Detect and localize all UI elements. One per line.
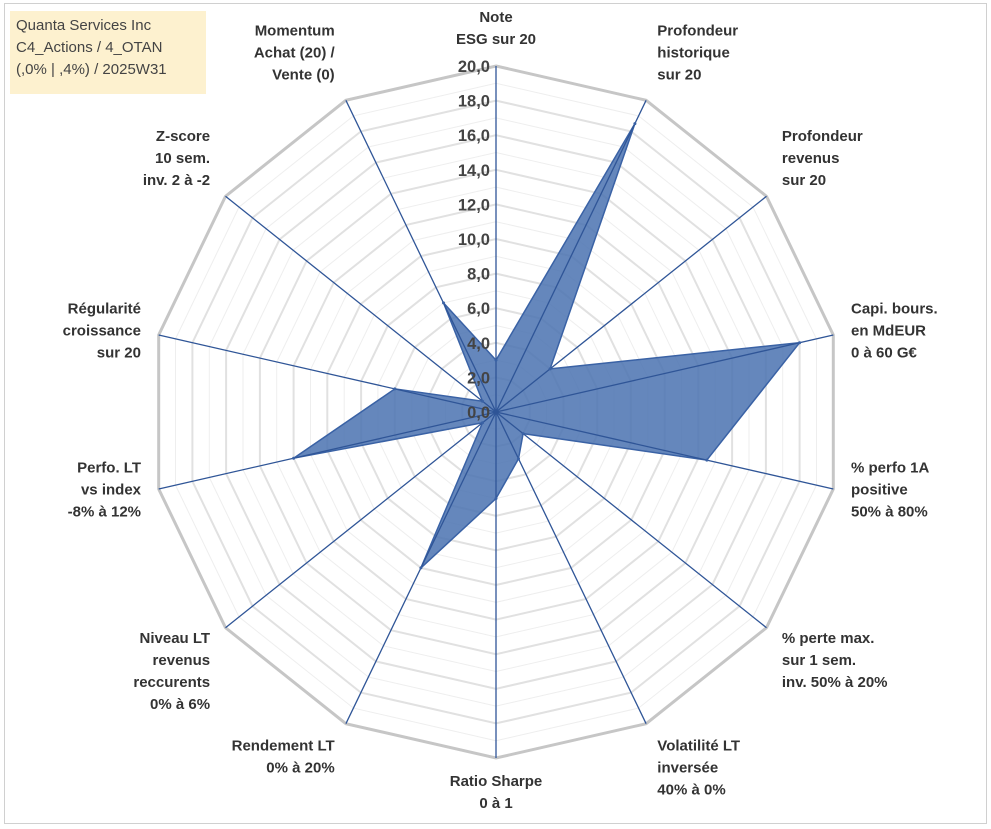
axis-spoke: [158, 411, 497, 490]
axis-label: 0 à 60 G€: [851, 344, 918, 361]
axis-label: positive: [851, 482, 908, 499]
axis-spoke: [495, 195, 767, 413]
axis-label: % perfo 1A: [851, 460, 930, 477]
axis-spoke: [158, 334, 497, 413]
axis-label: inversée: [657, 760, 718, 777]
axis-label: revenus: [153, 652, 211, 669]
axis-label: sur 20: [97, 344, 141, 361]
axis-label: Niveau LT: [140, 630, 211, 647]
axis-label: sur 1 sem.: [782, 652, 856, 669]
axis-label: Rendement LT: [232, 738, 335, 755]
data-point: [419, 566, 423, 570]
data-point: [494, 358, 498, 362]
radial-tick-label: 10,0: [458, 231, 490, 249]
data-point: [481, 399, 484, 403]
axis-label: croissance: [63, 322, 141, 339]
data-point: [798, 341, 802, 345]
axis-label: 10 sem.: [155, 150, 210, 167]
data-point: [705, 458, 709, 462]
axis-label: inv. 50% à 20%: [782, 674, 888, 691]
axis-label: Momentum: [255, 23, 335, 40]
chart-title-box: Quanta Services Inc C4_Actions / 4_OTAN …: [10, 11, 206, 94]
axis-label: -8% à 12%: [68, 504, 141, 521]
axis-label: reccurents: [133, 674, 210, 691]
data-point: [393, 387, 397, 391]
radial-tick-label: 12,0: [458, 196, 490, 214]
axis-label: Ratio Sharpe: [450, 773, 543, 790]
axis-spoke: [495, 411, 767, 629]
data-point: [633, 122, 637, 126]
data-point: [442, 301, 445, 305]
radial-tick-label: 0,0: [467, 404, 490, 422]
title-line-3: (,0% | ,4%) / 2025W31: [16, 61, 167, 78]
axis-spoke: [495, 411, 647, 724]
radial-tick-label: 18,0: [458, 93, 490, 111]
axis-label: % perte max.: [782, 630, 875, 647]
axis-label: Z-score: [156, 128, 210, 145]
radial-tick-label: 14,0: [458, 162, 490, 180]
axis-label: Volatilité LT: [657, 738, 740, 755]
axis-label: inv. 2 à -2: [143, 172, 210, 189]
chart-frame: [4, 3, 987, 824]
axis-label: historique: [657, 45, 730, 62]
axis-label: 0% à 6%: [150, 696, 210, 713]
axis-label: sur 20: [657, 67, 701, 84]
axis-label: Profondeur: [657, 23, 738, 40]
axis-spoke: [495, 334, 834, 413]
axis-spoke: [345, 100, 497, 413]
axis-spoke: [495, 411, 834, 490]
radial-tick-label: 8,0: [467, 266, 490, 284]
radial-tick-label: 6,0: [467, 300, 490, 318]
title-line-2: C4_Actions / 4_OTAN: [16, 39, 163, 56]
axis-spoke: [225, 195, 497, 413]
axis-label: 0% à 20%: [266, 760, 334, 777]
radial-tick-label: 4,0: [467, 335, 490, 353]
axis-label: Perfo. LT: [77, 460, 141, 477]
axis-label: Régularité: [68, 300, 141, 317]
data-point: [292, 456, 296, 460]
axis-label: ESG sur 20: [456, 31, 536, 48]
data-point: [521, 432, 525, 436]
radial-tick-label: 2,0: [467, 369, 490, 387]
axis-label: 0 à 1: [479, 795, 512, 812]
radial-tick-label: 20,0: [458, 58, 490, 76]
data-point: [548, 367, 552, 371]
axis-label: vs index: [81, 482, 142, 499]
axis-label: Achat (20) /: [254, 45, 336, 62]
axis-spoke: [225, 411, 497, 629]
axis-label: 50% à 80%: [851, 504, 928, 521]
axis-label: en MdEUR: [851, 322, 926, 339]
axis-label: revenus: [782, 150, 840, 167]
axis-label: Profondeur: [782, 128, 863, 145]
axis-label: Vente (0): [272, 67, 335, 84]
data-point: [494, 497, 498, 500]
axis-spoke: [495, 100, 647, 413]
axis-label: sur 20: [782, 172, 826, 189]
axis-label: Capi. bours.: [851, 300, 938, 317]
radial-tick-label: 16,0: [458, 127, 490, 145]
axis-label: 40% à 0%: [657, 782, 725, 799]
data-point: [517, 457, 520, 461]
title-line-1: Quanta Services Inc: [16, 17, 152, 34]
data-point: [481, 421, 484, 425]
axis-label: Note: [479, 9, 512, 26]
